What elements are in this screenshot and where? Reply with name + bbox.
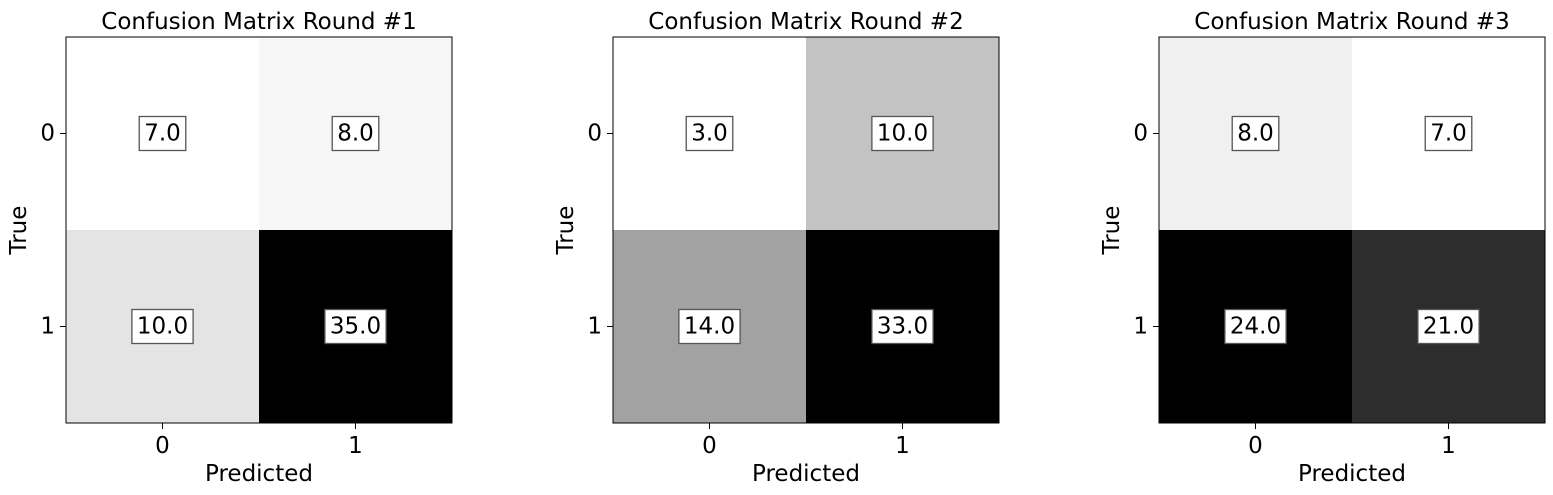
y-tick-label: 1 bbox=[1133, 314, 1148, 340]
y-tick-label: 0 bbox=[1133, 121, 1148, 147]
chart-title: Confusion Matrix Round #3 bbox=[1194, 9, 1509, 35]
confusion-matrix-panel-3: 8.0 7.0 24.0 21.0 Confusion Matrix Round #3 0… bbox=[1099, 9, 1546, 487]
cell-value-text: 7.0 bbox=[1430, 121, 1467, 147]
cell-value-box bbox=[131, 308, 194, 345]
cell-value-label: 14.0 bbox=[678, 308, 741, 345]
x-tick-label: 0 bbox=[1248, 433, 1263, 459]
plot-frame bbox=[65, 36, 453, 424]
y-tick-label: 1 bbox=[40, 314, 55, 340]
x-tick-label: 1 bbox=[895, 433, 910, 459]
cell-value-box bbox=[1417, 308, 1480, 345]
cell-value-label: 10.0 bbox=[131, 308, 194, 345]
cell-value-text: 8.0 bbox=[1237, 121, 1274, 147]
chart-title: Confusion Matrix Round #1 bbox=[101, 9, 416, 35]
x-tick-label: 0 bbox=[702, 433, 717, 459]
cell-value-text: 3.0 bbox=[691, 121, 728, 147]
confusion-matrix-panel-2: 3.0 10.0 14.0 33.0 Confusion Matrix Round #2… bbox=[553, 9, 1000, 487]
cell-value-text: 10.0 bbox=[877, 121, 928, 147]
y-axis-label: True bbox=[553, 206, 579, 256]
cell-value-label: 35.0 bbox=[324, 308, 387, 345]
cell-value-box bbox=[678, 308, 741, 345]
chart-title: Confusion Matrix Round #2 bbox=[648, 9, 963, 35]
x-axis-label: Predicted bbox=[752, 461, 860, 487]
cell-value-label: 8.0 bbox=[331, 115, 380, 152]
y-tick-label: 1 bbox=[587, 314, 602, 340]
y-tick-label: 0 bbox=[587, 121, 602, 147]
confusion-matrix-panel-1: 7.0 8.0 10.0 35.0 Confusion Matrix Round #1 0… bbox=[6, 9, 453, 487]
x-axis-label: Predicted bbox=[205, 461, 313, 487]
x-axis-label: Predicted bbox=[1298, 461, 1406, 487]
cell-value-box bbox=[1424, 115, 1473, 152]
cell-value-box bbox=[871, 115, 934, 152]
cell-value-label: 10.0 bbox=[871, 115, 934, 152]
cell-value-label: 7.0 bbox=[138, 115, 187, 152]
cell-value-box bbox=[1231, 115, 1280, 152]
cell-value-box bbox=[138, 115, 187, 152]
cell-value-label: 33.0 bbox=[871, 308, 934, 345]
cell-value-text: 10.0 bbox=[137, 314, 188, 340]
cell-value-label: 7.0 bbox=[1424, 115, 1473, 152]
cell-value-text: 7.0 bbox=[144, 121, 181, 147]
cell-value-label: 21.0 bbox=[1417, 308, 1480, 345]
plot-frame bbox=[612, 36, 1000, 424]
cell-value-box bbox=[685, 115, 734, 152]
y-axis-label: True bbox=[1099, 206, 1125, 256]
cell-value-text: 8.0 bbox=[337, 121, 374, 147]
cell-value-box bbox=[871, 308, 934, 345]
cell-value-label: 3.0 bbox=[685, 115, 734, 152]
y-tick-label: 0 bbox=[40, 121, 55, 147]
cell-value-box bbox=[1224, 308, 1287, 345]
x-tick-label: 0 bbox=[155, 433, 170, 459]
x-tick-label: 1 bbox=[1441, 433, 1456, 459]
cell-value-text: 35.0 bbox=[330, 314, 381, 340]
x-tick-label: 1 bbox=[348, 433, 363, 459]
cell-value-text: 33.0 bbox=[877, 314, 928, 340]
y-axis-label: True bbox=[6, 206, 32, 256]
cell-value-text: 14.0 bbox=[684, 314, 735, 340]
cell-value-text: 21.0 bbox=[1423, 314, 1474, 340]
plot-frame bbox=[1158, 36, 1546, 424]
cell-value-box bbox=[324, 308, 387, 345]
cell-value-text: 24.0 bbox=[1230, 314, 1281, 340]
cell-value-label: 24.0 bbox=[1224, 308, 1287, 345]
cell-value-label: 8.0 bbox=[1231, 115, 1280, 152]
cell-value-box bbox=[331, 115, 380, 152]
